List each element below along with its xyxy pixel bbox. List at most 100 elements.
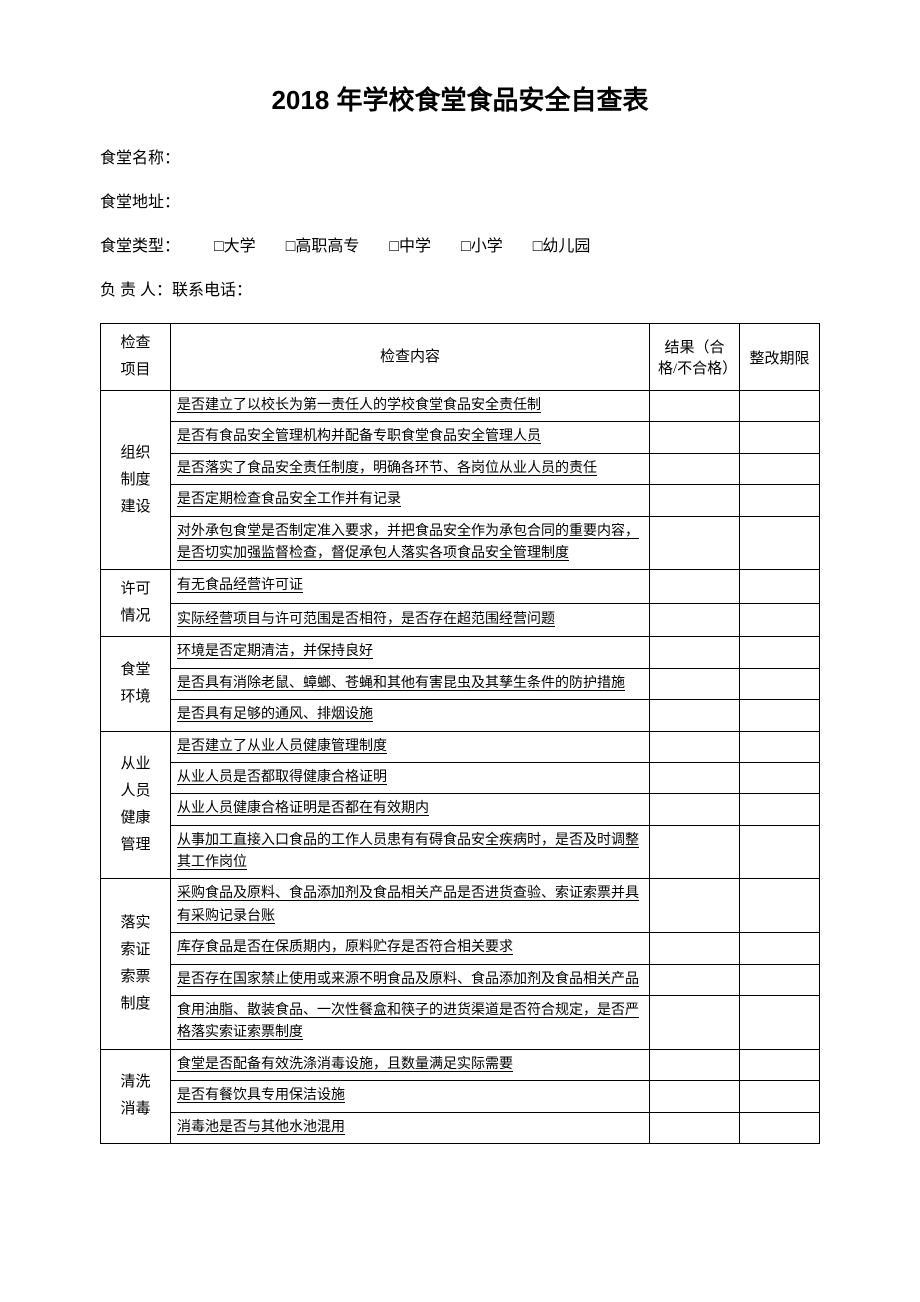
result-cell[interactable] — [650, 879, 740, 933]
deadline-cell[interactable] — [740, 453, 820, 484]
content-cell: 是否建立了从业人员健康管理制度 — [171, 731, 650, 762]
category-cell: 许可情况 — [101, 570, 171, 637]
content-cell: 从事加工直接入口食品的工作人员患有有碍食品安全疾病时，是否及时调整其工作岗位 — [171, 825, 650, 879]
result-cell[interactable] — [650, 964, 740, 995]
table-row: 是否具有足够的通风、排烟设施 — [101, 700, 820, 731]
result-cell[interactable] — [650, 603, 740, 637]
table-row: 从业人员健康管理是否建立了从业人员健康管理制度 — [101, 731, 820, 762]
header-deadline: 整改期限 — [740, 324, 820, 391]
deadline-cell[interactable] — [740, 570, 820, 604]
type-option[interactable]: □小学 — [461, 235, 503, 259]
table-row: 食用油脂、散装食品、一次性餐盒和筷子的进货渠道是否符合规定，是否严格落实索证索票… — [101, 996, 820, 1050]
table-row: 许可情况有无食品经营许可证 — [101, 570, 820, 604]
content-cell: 实际经营项目与许可范围是否相符，是否存在超范围经营问题 — [171, 603, 650, 637]
type-option[interactable]: □高职高专 — [286, 235, 360, 259]
content-cell: 环境是否定期清洁，并保持良好 — [171, 637, 650, 668]
content-text: 是否建立了以校长为第一责任人的学校食堂食品安全责任制 — [177, 398, 541, 413]
result-cell[interactable] — [650, 700, 740, 731]
result-cell[interactable] — [650, 570, 740, 604]
deadline-cell[interactable] — [740, 794, 820, 825]
result-cell[interactable] — [650, 1049, 740, 1080]
content-cell: 食用油脂、散装食品、一次性餐盒和筷子的进货渠道是否符合规定，是否严格落实索证索票… — [171, 996, 650, 1050]
canteen-name-label: 食堂名称： — [100, 147, 180, 171]
deadline-cell[interactable] — [740, 516, 820, 570]
table-row: 组织制度建设是否建立了以校长为第一责任人的学校食堂食品安全责任制 — [101, 391, 820, 422]
deadline-cell[interactable] — [740, 1081, 820, 1112]
deadline-cell[interactable] — [740, 668, 820, 699]
result-cell[interactable] — [650, 762, 740, 793]
content-text: 食用油脂、散装食品、一次性餐盒和筷子的进货渠道是否符合规定，是否严格落实索证索票… — [177, 1003, 639, 1040]
result-cell[interactable] — [650, 485, 740, 516]
content-cell: 是否定期检查食品安全工作并有记录 — [171, 485, 650, 516]
content-text: 是否具有消除老鼠、蟑螂、苍蝇和其他有害昆虫及其孳生条件的防护措施 — [177, 676, 625, 691]
result-cell[interactable] — [650, 1081, 740, 1112]
content-cell: 是否落实了食品安全责任制度，明确各环节、各岗位从业人员的责任 — [171, 453, 650, 484]
inspection-table: 检查项目 检查内容 结果（合格/不合格） 整改期限 组织制度建设是否建立了以校长… — [100, 323, 820, 1144]
deadline-cell[interactable] — [740, 1112, 820, 1143]
deadline-cell[interactable] — [740, 933, 820, 964]
category-cell: 组织制度建设 — [101, 391, 171, 570]
result-cell[interactable] — [650, 933, 740, 964]
content-cell: 从业人员是否都取得健康合格证明 — [171, 762, 650, 793]
table-row: 对外承包食堂是否制定准入要求，并把食品安全作为承包合同的重要内容，是否切实加强监… — [101, 516, 820, 570]
type-option[interactable]: □幼儿园 — [533, 235, 591, 259]
result-cell[interactable] — [650, 391, 740, 422]
content-text: 是否有餐饮具专用保洁设施 — [177, 1088, 345, 1103]
table-row: 是否具有消除老鼠、蟑螂、苍蝇和其他有害昆虫及其孳生条件的防护措施 — [101, 668, 820, 699]
type-option[interactable]: □中学 — [389, 235, 431, 259]
content-cell: 有无食品经营许可证 — [171, 570, 650, 604]
result-cell[interactable] — [650, 996, 740, 1050]
table-header-row: 检查项目 检查内容 结果（合格/不合格） 整改期限 — [101, 324, 820, 391]
deadline-cell[interactable] — [740, 603, 820, 637]
deadline-cell[interactable] — [740, 996, 820, 1050]
deadline-cell[interactable] — [740, 825, 820, 879]
content-cell: 是否存在国家禁止使用或来源不明食品及原料、食品添加剂及食品相关产品 — [171, 964, 650, 995]
deadline-cell[interactable] — [740, 964, 820, 995]
result-cell[interactable] — [650, 422, 740, 453]
content-text: 是否存在国家禁止使用或来源不明食品及原料、食品添加剂及食品相关产品 — [177, 972, 639, 987]
result-cell[interactable] — [650, 453, 740, 484]
canteen-type-label: 食堂类型： — [100, 235, 180, 259]
content-cell: 是否有餐饮具专用保洁设施 — [171, 1081, 650, 1112]
content-cell: 食堂是否配备有效洗涤消毒设施，且数量满足实际需要 — [171, 1049, 650, 1080]
type-options-group: □大学 □高职高专 □中学 □小学 □幼儿园 — [184, 235, 590, 259]
deadline-cell[interactable] — [740, 485, 820, 516]
result-cell[interactable] — [650, 794, 740, 825]
result-cell[interactable] — [650, 825, 740, 879]
content-text: 是否有食品安全管理机构并配备专职食堂食品安全管理人员 — [177, 429, 541, 444]
deadline-cell[interactable] — [740, 1049, 820, 1080]
content-text: 采购食品及原料、食品添加剂及食品相关产品是否进货查验、索证索票并具有采购记录台账 — [177, 886, 639, 923]
content-cell: 消毒池是否与其他水池混用 — [171, 1112, 650, 1143]
content-text: 对外承包食堂是否制定准入要求，并把食品安全作为承包合同的重要内容，是否切实加强监… — [177, 524, 639, 561]
deadline-cell[interactable] — [740, 637, 820, 668]
table-row: 清洗消毒食堂是否配备有效洗涤消毒设施，且数量满足实际需要 — [101, 1049, 820, 1080]
result-cell[interactable] — [650, 516, 740, 570]
canteen-name-field: 食堂名称： — [100, 147, 820, 171]
category-cell: 清洗消毒 — [101, 1049, 171, 1143]
deadline-cell[interactable] — [740, 422, 820, 453]
table-row: 落实索证索票制度采购食品及原料、食品添加剂及食品相关产品是否进货查验、索证索票并… — [101, 879, 820, 933]
result-cell[interactable] — [650, 1112, 740, 1143]
deadline-cell[interactable] — [740, 700, 820, 731]
content-cell: 是否具有足够的通风、排烟设施 — [171, 700, 650, 731]
content-text: 库存食品是否在保质期内，原料贮存是否符合相关要求 — [177, 940, 513, 955]
deadline-cell[interactable] — [740, 762, 820, 793]
content-cell: 是否有食品安全管理机构并配备专职食堂食品安全管理人员 — [171, 422, 650, 453]
deadline-cell[interactable] — [740, 391, 820, 422]
deadline-cell[interactable] — [740, 879, 820, 933]
result-cell[interactable] — [650, 731, 740, 762]
deadline-cell[interactable] — [740, 731, 820, 762]
category-cell: 落实索证索票制度 — [101, 879, 171, 1049]
table-row: 是否存在国家禁止使用或来源不明食品及原料、食品添加剂及食品相关产品 — [101, 964, 820, 995]
table-row: 库存食品是否在保质期内，原料贮存是否符合相关要求 — [101, 933, 820, 964]
responsible-person-field: 负 责 人：联系电话： — [100, 279, 820, 303]
category-cell: 从业人员健康管理 — [101, 731, 171, 879]
result-cell[interactable] — [650, 637, 740, 668]
content-text: 实际经营项目与许可范围是否相符，是否存在超范围经营问题 — [177, 612, 555, 627]
type-option[interactable]: □大学 — [214, 235, 256, 259]
content-text: 食堂是否配备有效洗涤消毒设施，且数量满足实际需要 — [177, 1057, 513, 1072]
result-cell[interactable] — [650, 668, 740, 699]
table-row: 是否落实了食品安全责任制度，明确各环节、各岗位从业人员的责任 — [101, 453, 820, 484]
table-row: 实际经营项目与许可范围是否相符，是否存在超范围经营问题 — [101, 603, 820, 637]
canteen-type-field: 食堂类型： □大学 □高职高专 □中学 □小学 □幼儿园 — [100, 235, 820, 259]
